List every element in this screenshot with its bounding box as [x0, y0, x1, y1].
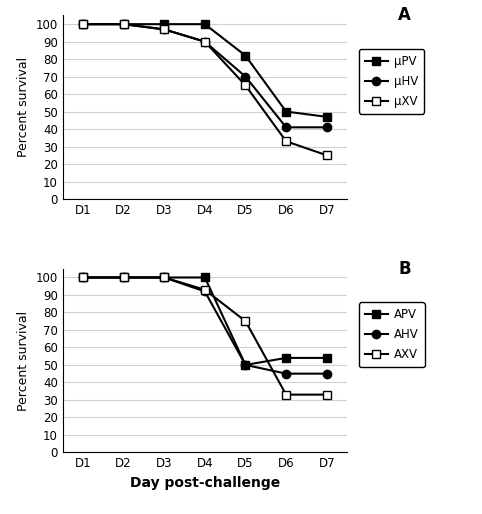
- AHV: [120, 274, 126, 281]
- AXV: [80, 274, 86, 281]
- μXV: [242, 82, 248, 88]
- APV: [283, 355, 289, 361]
- μXV: [120, 21, 126, 27]
- Text: A: A: [398, 6, 411, 24]
- Line: AXV: AXV: [79, 273, 331, 399]
- μPV: [161, 21, 167, 27]
- APV: [202, 274, 208, 281]
- X-axis label: Day post-challenge: Day post-challenge: [130, 476, 280, 490]
- AXV: [120, 274, 126, 281]
- AXV: [202, 287, 208, 293]
- Y-axis label: Percent survival: Percent survival: [17, 310, 30, 411]
- Line: μXV: μXV: [79, 20, 331, 159]
- μXV: [80, 21, 86, 27]
- μHV: [120, 21, 126, 27]
- APV: [161, 274, 167, 281]
- AHV: [283, 371, 289, 377]
- μPV: [283, 108, 289, 115]
- μHV: [324, 124, 330, 131]
- μXV: [202, 39, 208, 45]
- AHV: [202, 288, 208, 295]
- μHV: [80, 21, 86, 27]
- AHV: [242, 362, 248, 368]
- μHV: [283, 124, 289, 131]
- μPV: [202, 21, 208, 27]
- μXV: [324, 152, 330, 158]
- Line: μHV: μHV: [79, 20, 331, 132]
- μPV: [324, 114, 330, 120]
- Y-axis label: Percent survival: Percent survival: [17, 57, 30, 157]
- APV: [242, 362, 248, 368]
- Line: APV: APV: [79, 273, 331, 369]
- Text: B: B: [398, 260, 411, 278]
- Line: μPV: μPV: [79, 20, 331, 121]
- AXV: [242, 318, 248, 324]
- μXV: [161, 26, 167, 32]
- Legend: APV, AHV, AXV: APV, AHV, AXV: [359, 302, 425, 367]
- Legend: μPV, μHV, μXV: μPV, μHV, μXV: [359, 49, 424, 114]
- μPV: [120, 21, 126, 27]
- AHV: [80, 274, 86, 281]
- μXV: [283, 138, 289, 144]
- μHV: [202, 39, 208, 45]
- μPV: [80, 21, 86, 27]
- AXV: [324, 392, 330, 398]
- μPV: [242, 52, 248, 59]
- AHV: [161, 274, 167, 281]
- APV: [120, 274, 126, 281]
- APV: [80, 274, 86, 281]
- APV: [324, 355, 330, 361]
- AXV: [283, 392, 289, 398]
- AXV: [161, 274, 167, 281]
- μHV: [161, 26, 167, 32]
- Line: AHV: AHV: [79, 273, 331, 378]
- AHV: [324, 371, 330, 377]
- μHV: [242, 74, 248, 80]
